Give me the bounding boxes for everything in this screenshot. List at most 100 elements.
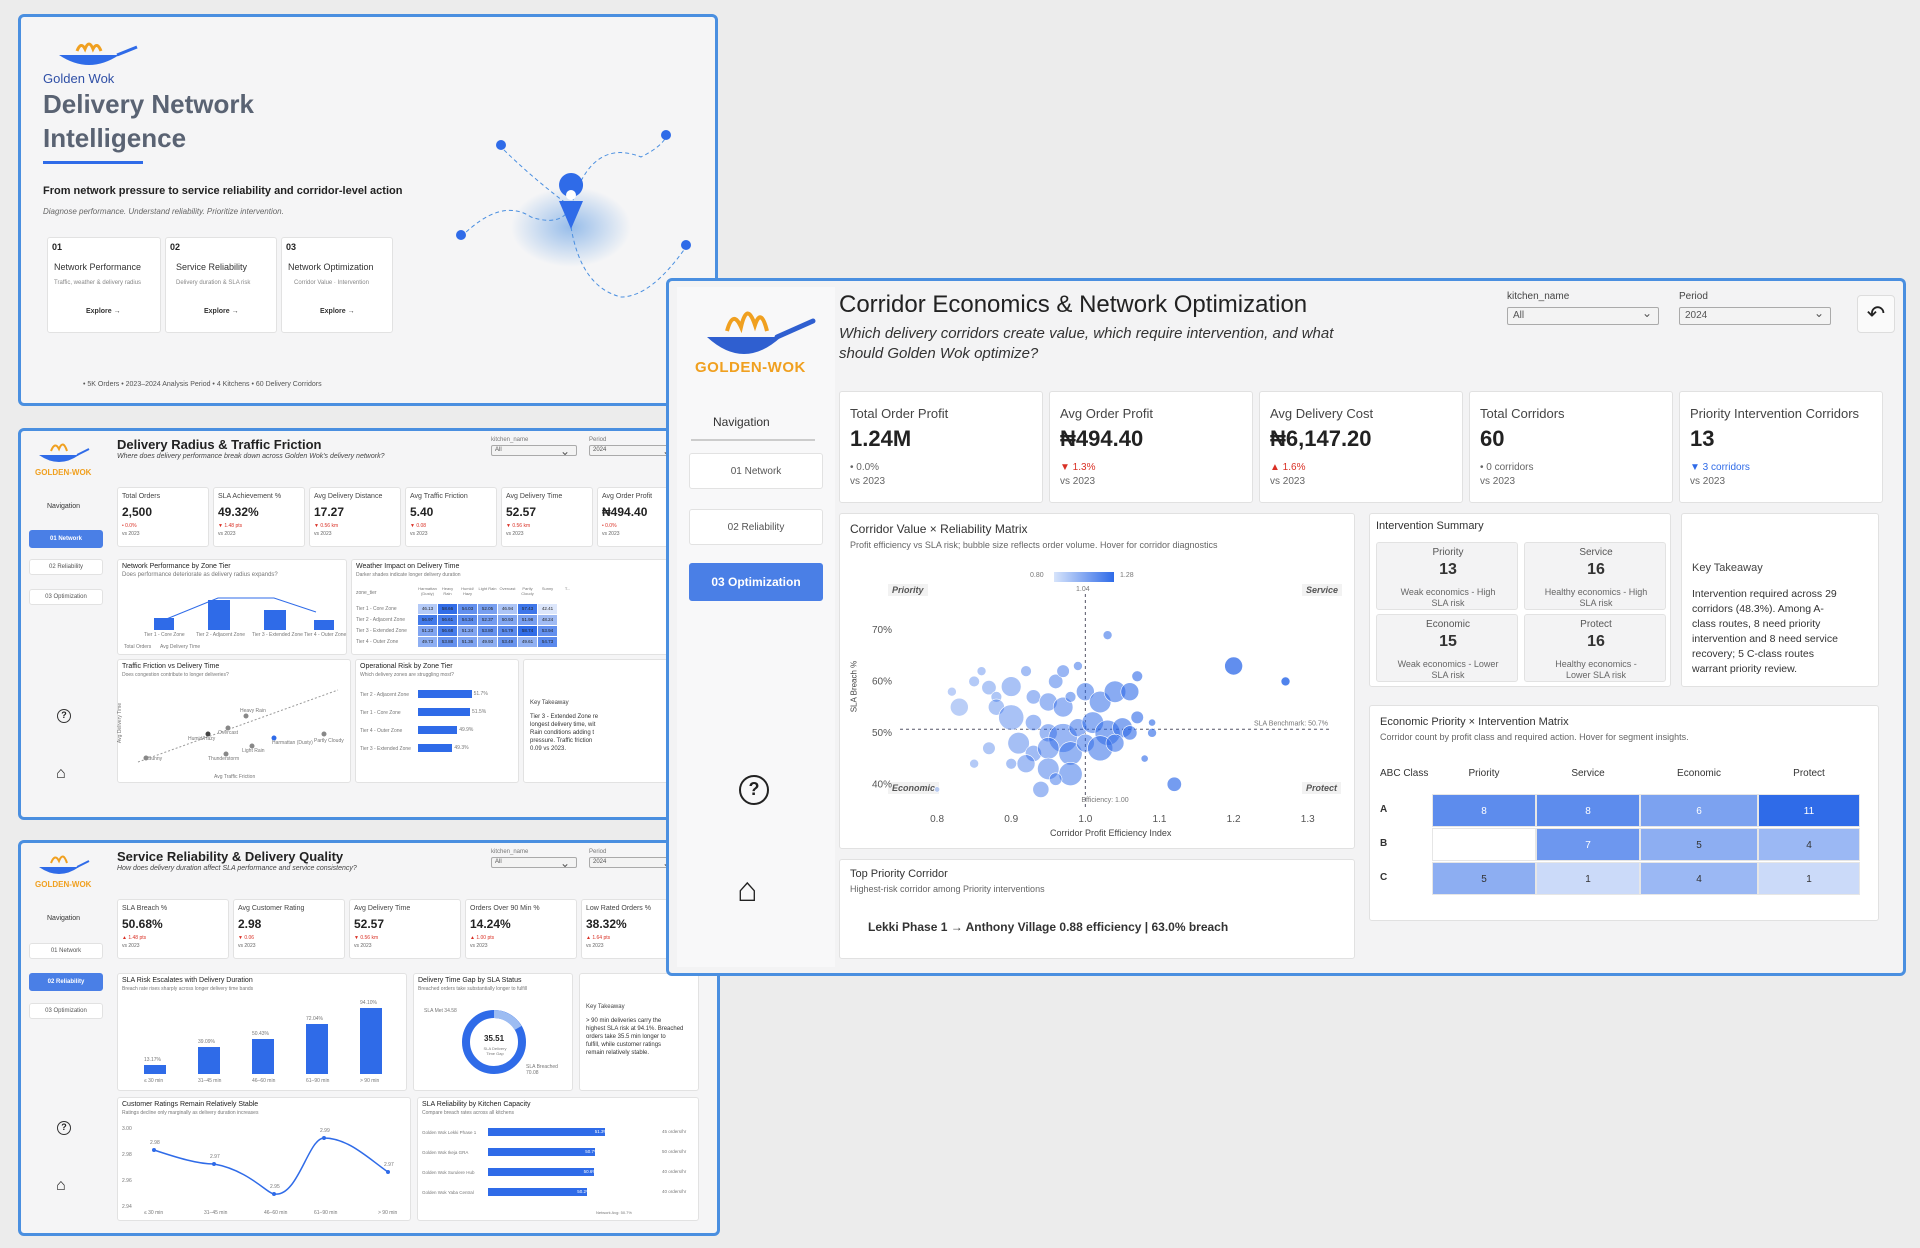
explore-link[interactable]: Explore →	[204, 308, 239, 315]
corridor-bubble[interactable]	[1131, 670, 1143, 682]
zone-label: Tier 2 - Adjacent Zone	[196, 632, 246, 638]
corridor-bubble[interactable]	[1005, 758, 1017, 770]
corridor-bubble[interactable]	[1020, 665, 1032, 677]
nav-optimization[interactable]: 03 Optimization	[29, 589, 103, 605]
takeaway-line: intervention and 8 need service	[1692, 633, 1838, 645]
corridor-bubble[interactable]	[1052, 696, 1074, 718]
corridor-bubble[interactable]	[950, 697, 969, 717]
home-icon[interactable]: ⌂	[56, 765, 66, 782]
weather-cell: 52.05	[478, 604, 497, 614]
corridor-bubble[interactable]	[976, 666, 987, 676]
kpi-delta: ▼ 0.56 km	[354, 935, 379, 941]
corridor-bubble[interactable]	[1280, 676, 1291, 687]
econ-cell[interactable]: 7	[1536, 828, 1640, 861]
kitchen-dropdown[interactable]: All	[491, 444, 577, 458]
corridor-bubble[interactable]	[934, 786, 941, 793]
corridor-bubble[interactable]	[1073, 661, 1083, 671]
summary-cell[interactable]: Service 16 Healthy economics - High SLA ris…	[1524, 542, 1666, 610]
econ-cell[interactable]: 1	[1758, 862, 1860, 895]
econ-cell[interactable]: 4	[1640, 862, 1758, 895]
corridor-bubble[interactable]	[1048, 673, 1064, 689]
econ-cell[interactable]: 4	[1758, 828, 1860, 861]
corridor-bubble[interactable]	[1038, 692, 1058, 712]
help-icon[interactable]: ?	[739, 775, 769, 805]
x-tick: 61–90 min	[314, 1210, 338, 1216]
corridor-bubble[interactable]	[1049, 772, 1063, 786]
econ-cell[interactable]: 8	[1536, 794, 1640, 827]
econ-cell[interactable]: 8	[1432, 794, 1536, 827]
corridor-bubble[interactable]	[981, 680, 997, 696]
econ-cell[interactable]: 5	[1640, 828, 1758, 861]
econ-cell[interactable]: 5	[1432, 862, 1536, 895]
corridor-bubble[interactable]	[1166, 776, 1182, 792]
help-icon[interactable]: ?	[57, 709, 71, 723]
explore-link[interactable]: Explore →	[320, 308, 355, 315]
nav-optimization[interactable]: 03 Optimization	[29, 1003, 103, 1019]
corridor-bubble[interactable]	[1016, 754, 1036, 774]
corridor-bubble[interactable]	[998, 704, 1025, 731]
corridor-bubble[interactable]	[1147, 728, 1157, 738]
corridor-bubble[interactable]	[1140, 754, 1149, 763]
page-subtitle: Where does delivery performance break do…	[117, 453, 385, 460]
home-icon[interactable]: ⌂	[56, 1177, 66, 1194]
nav-reliability[interactable]: 02 Reliability	[29, 973, 103, 991]
corridor-bubble[interactable]	[1032, 781, 1050, 798]
corridor-bubble[interactable]	[1064, 691, 1077, 703]
scatter-plot[interactable]: 0.8 0.9 1.0 1.1 1.2 1.3 70% 60% 50% 40% SLA Benchm…	[840, 514, 1356, 850]
sla-bar-label: 13.17%	[144, 1056, 161, 1063]
corridor-bubble[interactable]	[1037, 757, 1060, 780]
nav-optimization[interactable]: 03 Optimization	[689, 563, 823, 601]
econ-col-header: Economic	[1677, 768, 1721, 779]
period-dropdown[interactable]: 2024	[1679, 306, 1831, 325]
econ-cell[interactable]: 1	[1536, 862, 1640, 895]
nav-network[interactable]: 01 Network	[29, 943, 103, 959]
kpi-vs: vs 2023	[470, 943, 488, 949]
kpi-delta: ▼ 1.48 pts	[218, 523, 243, 529]
kitchen-dropdown[interactable]: All	[1507, 306, 1659, 325]
cover-card-reliability[interactable]: 02 Service Reliability Delivery duration…	[165, 237, 277, 333]
corridor-bubble[interactable]	[1058, 762, 1083, 787]
kitchen-value: 50.2%	[577, 1189, 590, 1194]
corridor-bubble[interactable]	[947, 686, 957, 697]
back-arrow-icon[interactable]: ↶	[1857, 295, 1895, 333]
cover-card-network[interactable]: 01 Network Performance Traffic, weather …	[47, 237, 161, 333]
nav-reliability[interactable]: 02 Reliability	[689, 509, 823, 545]
corridor-bubble[interactable]	[968, 675, 980, 688]
summary-cell[interactable]: Economic 15 Weak economics - Lower SLA risk	[1376, 614, 1518, 682]
corridor-bubble[interactable]	[1130, 710, 1144, 725]
kitchen-dropdown[interactable]: All	[491, 856, 577, 870]
corridor-bubble[interactable]	[1224, 656, 1243, 676]
corridor-bubble[interactable]	[1148, 718, 1156, 727]
cover-card-optimization[interactable]: 03 Network Optimization Corridor Value ·…	[281, 237, 393, 333]
econ-cell[interactable]: 11	[1758, 794, 1860, 827]
nav-reliability[interactable]: 02 Reliability	[29, 559, 103, 575]
corridor-bubble[interactable]	[1007, 732, 1030, 755]
corridor-bubble[interactable]	[1025, 714, 1042, 731]
home-icon[interactable]: ⌂	[737, 871, 758, 909]
nav-label: Navigation	[47, 915, 81, 922]
corridor-bubble[interactable]	[1105, 733, 1125, 753]
econ-cell[interactable]: 6	[1640, 794, 1758, 827]
corridor-bubble[interactable]	[1102, 630, 1113, 640]
page-subtitle-line1: Which delivery corridors create value, w…	[839, 325, 1334, 342]
explore-link[interactable]: Explore →	[86, 308, 121, 315]
corridor-bubble[interactable]	[1001, 676, 1022, 697]
corridor-bubble[interactable]	[982, 741, 996, 755]
corridor-bubble[interactable]	[1056, 664, 1070, 678]
corridor-bubble[interactable]	[1025, 689, 1041, 705]
corridor-bubble[interactable]	[969, 758, 979, 769]
econ-cell[interactable]	[1432, 828, 1536, 861]
legend-item: Total Orders	[124, 644, 152, 650]
corridor-bubble[interactable]	[1122, 725, 1138, 741]
nav-network[interactable]: 01 Network	[689, 453, 823, 489]
corridor-bubble[interactable]	[1076, 682, 1095, 702]
kpi-vs: vs 2023	[410, 531, 428, 537]
summary-cell[interactable]: Protect 16 Healthy economics - Lower SLA ri…	[1524, 614, 1666, 682]
kpi-vs: vs 2023	[1690, 476, 1726, 487]
nav-network[interactable]: 01 Network	[29, 530, 103, 548]
help-icon[interactable]: ?	[57, 1121, 71, 1135]
kpi-card: Avg Order Profit ₦494.40 ▼ 1.3% vs 2023	[1049, 391, 1253, 503]
corridor-bubble[interactable]	[1037, 737, 1060, 760]
corridor-bubble[interactable]	[1120, 682, 1140, 702]
summary-cell[interactable]: Priority 13 Weak economics - High SLA risk	[1376, 542, 1518, 610]
